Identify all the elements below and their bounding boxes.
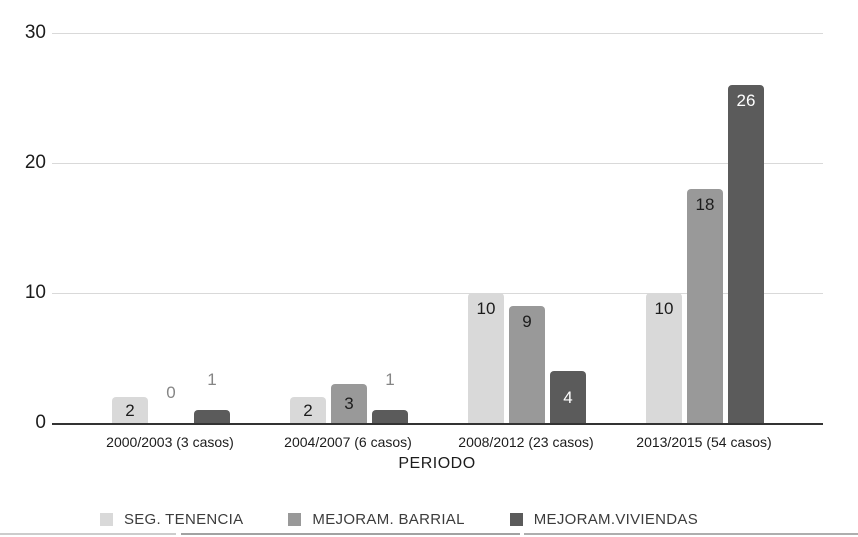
bar-value-label: 26	[736, 91, 756, 110]
legend-swatch	[509, 513, 523, 526]
bottom-border-segment	[524, 533, 858, 535]
bar-mejoram-viviendas: 26	[728, 85, 764, 423]
bar-value-label: 10	[654, 299, 674, 318]
bar-value-label: 18	[695, 195, 715, 214]
legend-item-mejoram-viviendas: MEJORAM.VIVIENDAS	[509, 511, 699, 528]
bottom-border-segment	[181, 533, 520, 535]
bar-seg-tenencia: 10	[646, 293, 682, 423]
bar-value-label-outside: 0	[166, 383, 176, 402]
legend-label: MEJORAM.VIVIENDAS	[533, 511, 699, 528]
bar-value-label-outside: 1	[385, 370, 395, 389]
legend-item-seg-tenencia: SEG. TENENCIA	[99, 511, 244, 528]
bar-value-label: 9	[522, 312, 532, 331]
y-tick-label: 30	[24, 22, 46, 43]
legend-item-mejoram-barrial: MEJORAM. BARRIAL	[288, 511, 464, 528]
bar-value-label: 10	[476, 299, 496, 318]
gridline	[52, 163, 823, 164]
bar-seg-tenencia: 2	[112, 397, 148, 423]
y-tick-label: 0	[35, 412, 46, 433]
gridline	[52, 33, 823, 34]
legend-label: SEG. TENENCIA	[123, 511, 244, 528]
legend-label: MEJORAM. BARRIAL	[312, 511, 465, 528]
bar-mejoram-barrial: 18	[687, 189, 723, 423]
bar-value-label: 2	[303, 400, 313, 420]
x-category-label: 2008/2012 (23 casos)	[458, 434, 594, 450]
legend: SEG. TENENCIA MEJORAM. BARRIAL MEJORAM.VIV…	[0, 511, 828, 528]
bar-value-label-outside: 1	[207, 370, 217, 389]
legend-swatch	[288, 513, 302, 526]
bar-value-label: 2	[125, 400, 135, 420]
bar-seg-tenencia: 2	[290, 397, 326, 423]
x-axis-title: PERIODO	[398, 455, 476, 472]
bar-mejoram-viviendas	[194, 410, 230, 423]
gridline	[52, 293, 823, 294]
y-tick-label: 20	[24, 152, 46, 173]
legend-swatch	[99, 513, 113, 526]
bar-value-label: 4	[563, 387, 573, 407]
bar-value-label: 3	[344, 394, 354, 413]
bar-mejoram-viviendas: 4	[550, 371, 586, 423]
bar-mejoram-viviendas	[372, 410, 408, 423]
bar-seg-tenencia: 10	[468, 293, 504, 423]
x-category-label: 2000/2003 (3 casos)	[106, 434, 234, 450]
y-tick-label: 10	[24, 282, 46, 303]
x-axis-line	[52, 423, 823, 425]
x-category-label: 2004/2007 (6 casos)	[284, 434, 412, 450]
bottom-border-segment	[0, 533, 176, 535]
x-category-label: 2013/2015 (54 casos)	[636, 434, 772, 450]
bar-mejoram-barrial: 9	[509, 306, 545, 423]
bar-mejoram-barrial: 3	[331, 384, 367, 423]
